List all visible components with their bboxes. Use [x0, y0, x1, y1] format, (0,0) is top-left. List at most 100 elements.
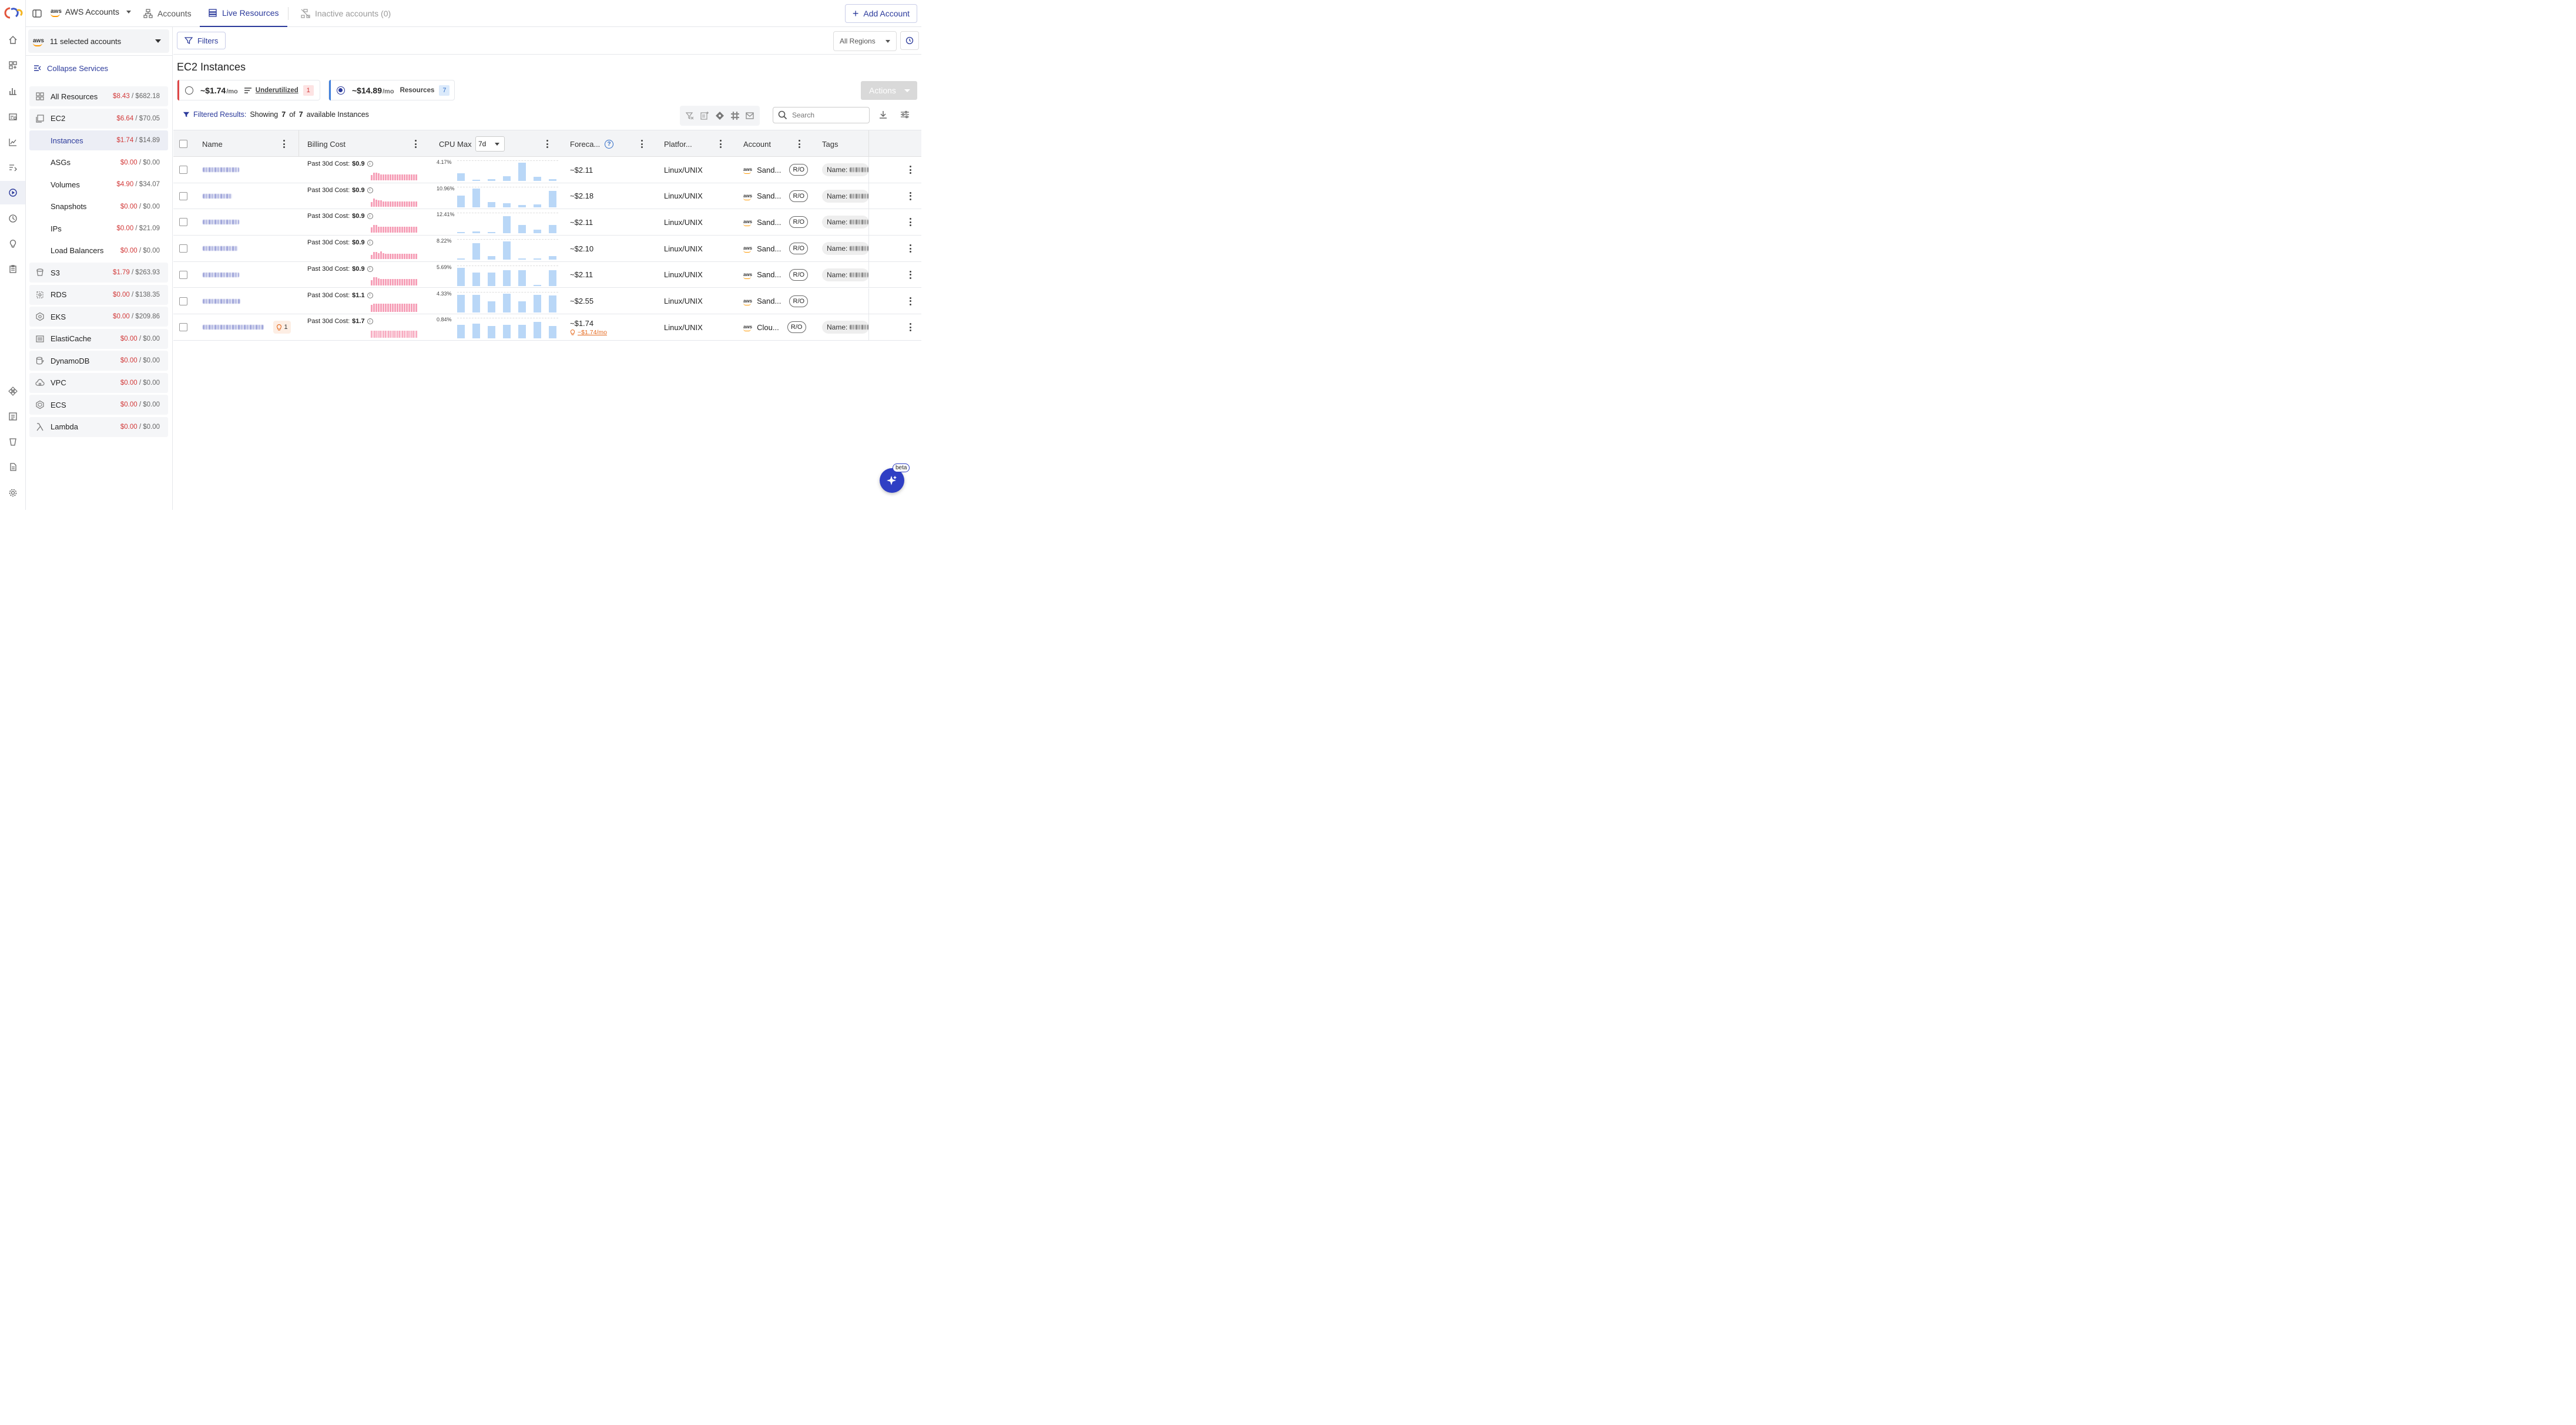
row-menu-icon[interactable]	[909, 191, 911, 200]
sidebar-item-snapshots[interactable]: Snapshots $0.00 / $0.00	[29, 196, 168, 217]
tab-live-resources[interactable]: Live Resources	[200, 0, 287, 27]
sidebar-item-ecs[interactable]: ECS $0.00 / $0.00	[29, 395, 168, 415]
column-header-cpu[interactable]: CPU Max	[439, 139, 472, 149]
gear-icon[interactable]	[7, 487, 19, 499]
sidebar-item-vpc[interactable]: VPC $0.00 / $0.00	[29, 372, 168, 393]
tag-chip[interactable]: Name:	[822, 163, 869, 176]
savings-link[interactable]: ~$1.74/mo	[570, 329, 607, 336]
tag-chip[interactable]: Name:	[822, 189, 869, 203]
collapse-services-button[interactable]: Collapse Services	[33, 63, 108, 73]
sidebar-item-elasticache[interactable]: ElastiCache $0.00 / $0.00	[29, 328, 168, 349]
download-icon[interactable]	[878, 110, 888, 119]
sidebar-item-volumes[interactable]: Volumes $4.90 / $34.07	[29, 174, 168, 194]
sidebar-item-lambda[interactable]: Lambda $0.00 / $0.00	[29, 416, 168, 437]
sidebar-item-rds[interactable]: RDS $0.00 / $138.35	[29, 284, 168, 305]
integrations-icon[interactable]	[7, 385, 19, 397]
home-icon[interactable]	[7, 34, 19, 46]
tag-chip[interactable]: Name:	[822, 242, 869, 256]
column-menu-icon[interactable]	[640, 140, 643, 148]
sidebar-item-asgs[interactable]: ASGs $0.00 / $0.00	[29, 152, 168, 173]
table-row[interactable]: Past 30d Cost: $0.9 i 8.22% ~$2.10 Linux/UNIX…	[173, 236, 921, 262]
account-cell[interactable]: aws Clou... R/O	[743, 314, 806, 340]
instance-name[interactable]	[203, 262, 239, 288]
ai-assistant-button[interactable]: beta	[880, 463, 910, 493]
row-checkbox[interactable]	[179, 166, 187, 174]
underutilized-card[interactable]: ~$1.74/mo Underutilized 1	[177, 80, 320, 100]
slack-icon[interactable]	[730, 111, 740, 120]
app-logo-icon[interactable]	[3, 6, 23, 20]
sidebar-item-s3[interactable]: S3 $1.79 / $263.93	[29, 263, 168, 283]
table-row[interactable]: 1 Past 30d Cost: $1.7 i 0.84% ~$1.74 ~$1.74/mo…	[173, 314, 921, 341]
instance-name[interactable]	[203, 314, 264, 340]
reports-icon[interactable]	[7, 111, 19, 123]
row-checkbox[interactable]	[179, 191, 187, 200]
lightbulb-icon[interactable]	[7, 238, 19, 250]
help-icon[interactable]: ?	[605, 140, 613, 149]
dashboard-icon[interactable]	[7, 59, 19, 71]
table-row[interactable]: Past 30d Cost: $0.9 i 5.69% ~$2.11 Linux/UNIX…	[173, 261, 921, 288]
info-icon[interactable]: i	[367, 292, 373, 298]
search-input[interactable]	[792, 111, 857, 119]
row-menu-icon[interactable]	[909, 323, 911, 332]
filters-button[interactable]: Filters	[177, 32, 226, 49]
bucket-icon[interactable]	[7, 436, 19, 448]
sidebar-item-load-balancers[interactable]: Load Balancers $0.00 / $0.00	[29, 240, 168, 261]
instance-name[interactable]	[203, 157, 239, 183]
cloud-provider-selector[interactable]: aws AWS Accounts	[51, 7, 131, 17]
row-menu-icon[interactable]	[909, 244, 911, 253]
account-cell[interactable]: aws Sand... R/O	[743, 288, 809, 314]
sidebar-toggle-icon[interactable]	[32, 8, 42, 19]
row-checkbox[interactable]	[179, 270, 187, 279]
account-cell[interactable]: aws Sand... R/O	[743, 209, 809, 235]
jira-icon[interactable]	[715, 111, 724, 120]
bar-chart-icon[interactable]	[7, 85, 19, 97]
column-settings-icon[interactable]	[900, 110, 910, 119]
instance-name[interactable]	[203, 288, 240, 314]
sidebar-item-dynamodb[interactable]: DynamoDB $0.00 / $0.00	[29, 351, 168, 371]
tab-accounts[interactable]: Accounts	[143, 0, 192, 27]
trend-icon[interactable]	[7, 136, 19, 148]
column-header-account[interactable]: Account	[743, 139, 771, 149]
sidebar-item-eks[interactable]: EKS $0.00 / $209.86	[29, 307, 168, 327]
row-menu-icon[interactable]	[909, 166, 911, 174]
search-box[interactable]	[773, 107, 870, 123]
underutilized-radio[interactable]	[185, 86, 193, 95]
actions-button[interactable]: Actions	[861, 81, 917, 100]
row-menu-icon[interactable]	[909, 270, 911, 279]
resources-radio[interactable]	[337, 86, 345, 95]
column-header-billing[interactable]: Billing Cost	[307, 139, 346, 149]
tag-chip[interactable]: Name:	[822, 321, 869, 334]
document-icon[interactable]	[7, 461, 19, 473]
column-header-platform[interactable]: Platfor...	[664, 139, 692, 149]
row-menu-icon[interactable]	[909, 218, 911, 227]
region-select[interactable]: All Regions	[833, 31, 897, 51]
tag-chip[interactable]: Name:	[822, 268, 869, 281]
row-checkbox[interactable]	[179, 218, 187, 227]
tab-inactive-accounts[interactable]: Inactive accounts (0)	[301, 0, 391, 27]
column-menu-icon[interactable]	[283, 140, 285, 148]
account-cell[interactable]: aws Sand... R/O	[743, 236, 809, 261]
schedule-icon[interactable]	[7, 213, 19, 224]
add-account-button[interactable]: + Add Account	[844, 4, 917, 23]
info-icon[interactable]: i	[367, 187, 373, 193]
table-row[interactable]: Past 30d Cost: $0.9 i 12.41% ~$2.11 Linux/UNI…	[173, 209, 921, 236]
instance-name[interactable]	[203, 209, 239, 235]
row-checkbox[interactable]	[179, 244, 187, 253]
account-cell[interactable]: aws Sand... R/O	[743, 183, 809, 209]
instance-name[interactable]	[203, 236, 238, 261]
table-row[interactable]: Past 30d Cost: $0.9 i 10.96% ~$2.18 Linux/UNI…	[173, 183, 921, 210]
column-menu-icon[interactable]	[546, 140, 548, 148]
list-icon[interactable]	[7, 411, 19, 422]
select-all-checkbox[interactable]	[179, 140, 187, 148]
add-report-icon[interactable]	[700, 111, 709, 120]
sidebar-item-instances[interactable]: Instances $1.74 / $14.89	[29, 130, 168, 150]
info-icon[interactable]: i	[367, 240, 373, 246]
row-menu-icon[interactable]	[909, 297, 911, 305]
info-icon[interactable]: i	[367, 213, 373, 220]
sidebar-item-ips[interactable]: IPs $0.00 / $21.09	[29, 219, 168, 238]
column-header-name[interactable]: Name	[202, 139, 223, 149]
sidebar-item-ec2[interactable]: EC2 $6.64 / $70.05	[29, 108, 168, 129]
instance-name[interactable]	[203, 183, 232, 209]
recommendation-badge[interactable]: 1	[273, 321, 291, 334]
history-button[interactable]	[900, 31, 919, 50]
